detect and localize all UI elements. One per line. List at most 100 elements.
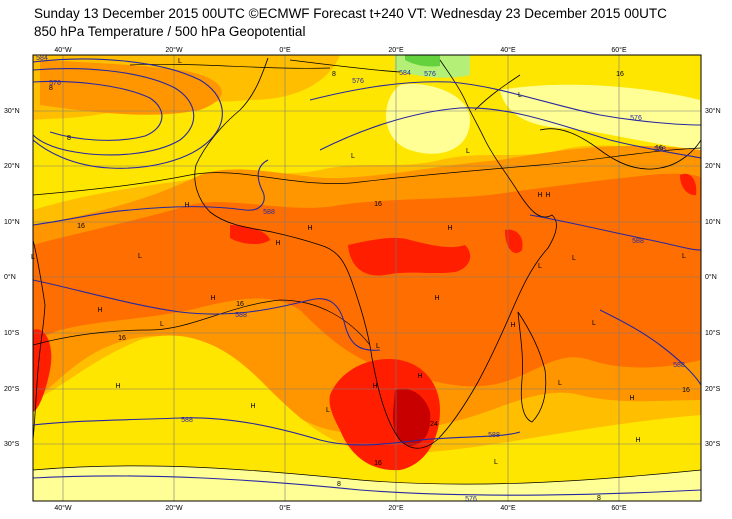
geopotential-contours xyxy=(33,58,701,496)
temp-contour-label: 8 xyxy=(67,135,71,142)
pressure-marker: H xyxy=(417,373,422,380)
pressure-marker: L xyxy=(326,407,330,414)
lat-label-left: 10°N xyxy=(4,218,20,226)
temp-contour-label: 16 xyxy=(118,335,126,342)
field-red-westafrica xyxy=(230,225,270,245)
geopotential-label: 588 xyxy=(488,432,500,439)
field-pale-arabia xyxy=(386,84,470,154)
temperature-contours xyxy=(33,63,701,485)
field-darkred-core xyxy=(392,388,431,446)
pressure-marker: L xyxy=(178,58,182,65)
temp-contour-label: 8 xyxy=(337,481,341,488)
temp-contour-label: 16 xyxy=(77,223,85,230)
field-green-dark xyxy=(405,55,440,67)
geopotential-label: 584 xyxy=(36,55,48,62)
pressure-marker: L xyxy=(31,254,35,261)
temp-contour-label: 16 xyxy=(616,71,624,78)
pressure-marker: L xyxy=(160,321,164,328)
lon-label-bottom: 40°W xyxy=(54,504,72,512)
pressure-marker: H xyxy=(510,322,515,329)
geopotential-label: 588 xyxy=(632,238,644,245)
chart-title: Sunday 13 December 2015 00UTC ©ECMWF For… xyxy=(34,6,667,21)
lat-label-right: 10°N xyxy=(705,218,721,226)
lat-label-right: 30°N xyxy=(705,107,721,115)
lon-label-top: 60°E xyxy=(611,46,627,54)
temp-contour-label: 16 xyxy=(374,460,382,467)
field-pale-south xyxy=(33,465,701,501)
pressure-marker: L xyxy=(682,253,686,260)
lat-label-left: 10°S xyxy=(4,329,20,337)
pressure-marker: L xyxy=(572,255,576,262)
lon-label-top: 40°E xyxy=(500,46,516,54)
lon-label-top: 20°W xyxy=(165,46,183,54)
lat-label-right: 30°S xyxy=(705,440,721,448)
graticule xyxy=(33,55,701,501)
pressure-marker: L xyxy=(518,92,522,99)
geopotential-label: 588 xyxy=(181,417,193,424)
lon-label-bottom: 0°E xyxy=(279,504,291,512)
lat-label-right: 10°S xyxy=(705,329,721,337)
temp-contour-label: 16 xyxy=(682,387,690,394)
geopotential-label: 576 xyxy=(465,496,477,503)
pressure-marker: L xyxy=(538,263,542,270)
pressure-marker: H xyxy=(537,192,542,199)
chart-subtitle: 850 hPa Temperature / 500 hPa Geopotenti… xyxy=(34,24,306,39)
lat-label-left: 20°S xyxy=(4,385,20,393)
lat-label-right: 0°N xyxy=(705,273,717,281)
temp-contour-label: 16 xyxy=(236,301,244,308)
field-orange-northwest xyxy=(40,60,222,115)
field-yellow-south xyxy=(33,335,701,501)
pressure-marker: H xyxy=(307,225,312,232)
geopotential-label: 588 xyxy=(673,362,685,369)
lat-label-right: 20°S xyxy=(705,385,721,393)
pressure-marker: L xyxy=(351,153,355,160)
pressure-marker: H xyxy=(115,383,120,390)
temp-contour-label: 8 xyxy=(597,495,601,502)
lon-label-top: 40°W xyxy=(54,46,72,54)
geopotential-label: 588 xyxy=(235,312,247,319)
pressure-marker: L xyxy=(376,343,380,350)
lat-label-left: 20°N xyxy=(4,162,20,170)
pressure-marker: H xyxy=(184,202,189,209)
field-red-sahel xyxy=(348,237,471,276)
pressure-marker: H xyxy=(210,295,215,302)
field-red-brazil xyxy=(33,329,52,412)
pressure-marker: H xyxy=(97,307,102,314)
lon-label-bottom: 40°E xyxy=(500,504,516,512)
coastlines xyxy=(33,57,701,449)
temp-contour-label: 8 xyxy=(49,85,53,92)
geopotential-label: 588 xyxy=(654,146,666,153)
map-frame xyxy=(32,54,702,502)
field-red-india xyxy=(680,173,697,196)
lon-label-top: 0°E xyxy=(279,46,291,54)
pressure-marker: L xyxy=(494,459,498,466)
lat-label-left: 30°N xyxy=(4,107,20,115)
temp-contour-label: 16 xyxy=(655,145,663,152)
geopotential-label: 576 xyxy=(630,115,642,122)
pressure-marker: H xyxy=(629,395,634,402)
pressure-marker: H xyxy=(545,192,550,199)
pressure-marker: H xyxy=(250,403,255,410)
pressure-marker: L xyxy=(466,148,470,155)
geopotential-label: 584 xyxy=(399,70,411,77)
temp-contour-label: 24 xyxy=(430,421,438,428)
geopotential-label: 588 xyxy=(263,209,275,216)
pressure-marker: H xyxy=(635,437,640,444)
lon-label-top: 20°E xyxy=(388,46,404,54)
pressure-marker: L xyxy=(558,380,562,387)
geopotential-label: 576 xyxy=(49,80,61,87)
lon-label-bottom: 60°E xyxy=(611,504,627,512)
temp-contour-label: 16 xyxy=(374,201,382,208)
pressure-marker: H xyxy=(275,240,280,247)
lat-label-left: 0°N xyxy=(4,273,16,281)
pressure-marker: H xyxy=(434,295,439,302)
temp-contour-label: 8 xyxy=(332,71,336,78)
pressure-marker: H xyxy=(447,225,452,232)
lon-label-bottom: 20°W xyxy=(165,504,183,512)
pressure-marker: L xyxy=(138,253,142,260)
geopotential-label: 576 xyxy=(352,78,364,85)
geopotential-label: 576 xyxy=(424,71,436,78)
lat-label-left: 30°S xyxy=(4,440,20,448)
lon-label-bottom: 20°E xyxy=(388,504,404,512)
